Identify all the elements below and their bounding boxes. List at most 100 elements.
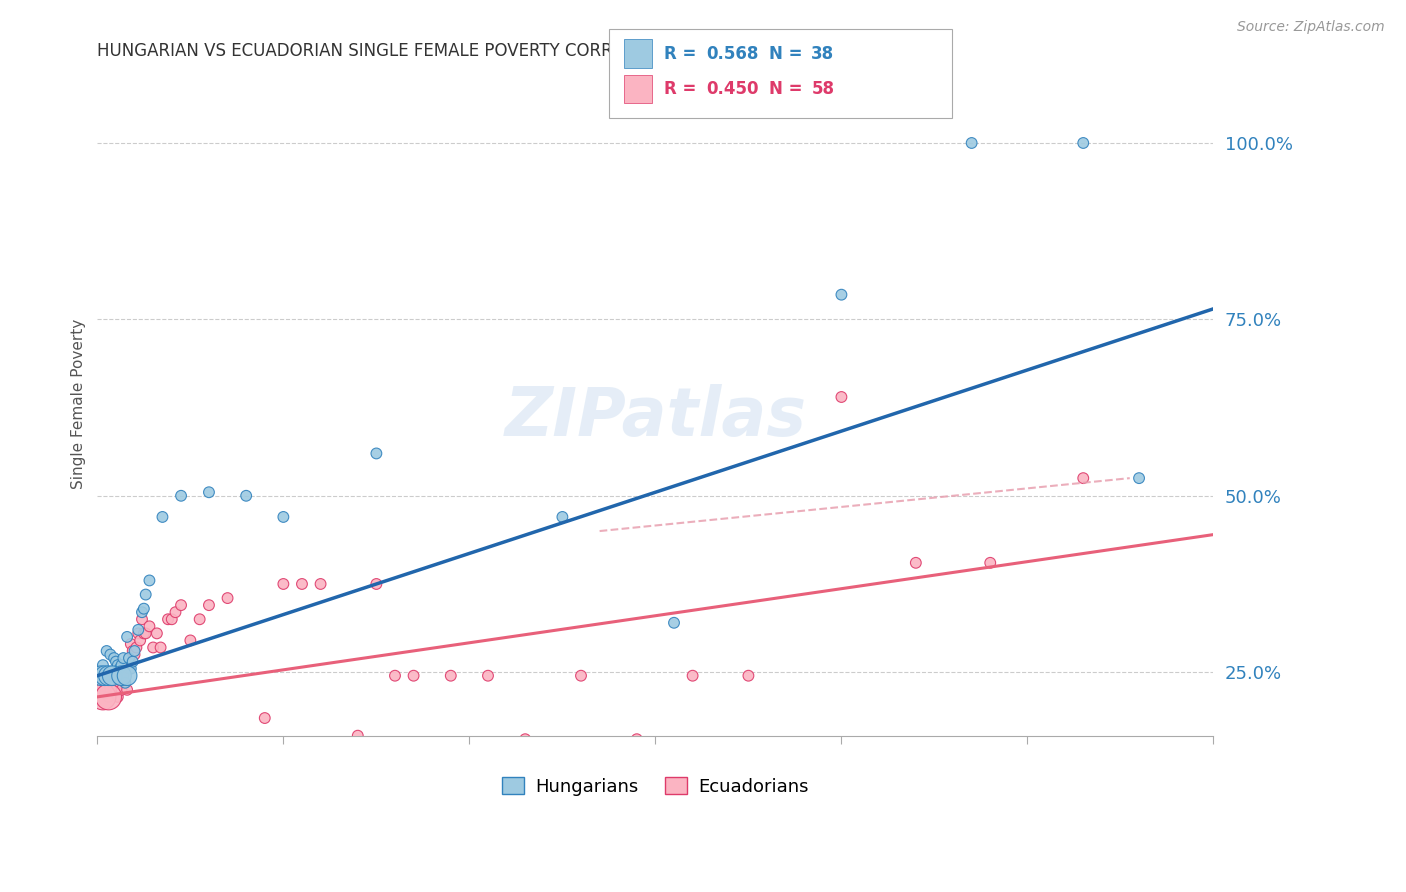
Point — [170, 598, 193, 612]
Point — [551, 510, 574, 524]
Point — [97, 690, 120, 704]
Point — [91, 690, 114, 704]
Point — [569, 669, 592, 683]
Point — [121, 655, 143, 669]
Point — [103, 669, 125, 683]
Point — [114, 675, 136, 690]
Legend: Hungarians, Ecuadorians: Hungarians, Ecuadorians — [495, 770, 815, 803]
Point — [179, 633, 201, 648]
Text: N =: N = — [769, 45, 808, 62]
Point — [112, 669, 135, 683]
Point — [198, 598, 221, 612]
Point — [188, 612, 211, 626]
Point — [402, 669, 425, 683]
Point — [115, 682, 138, 697]
Point — [127, 626, 149, 640]
Y-axis label: Single Female Poverty: Single Female Poverty — [72, 319, 86, 489]
Text: 38: 38 — [811, 45, 834, 62]
Point — [132, 626, 155, 640]
Point — [90, 679, 112, 693]
Point — [979, 556, 1001, 570]
Point — [152, 510, 174, 524]
Point — [125, 640, 148, 655]
Point — [135, 588, 157, 602]
Point — [131, 612, 153, 626]
Point — [112, 651, 135, 665]
Point — [91, 669, 114, 683]
Point — [217, 591, 239, 606]
Point — [103, 651, 125, 665]
Point — [146, 626, 169, 640]
Point — [90, 669, 112, 683]
Point — [110, 682, 132, 697]
Point — [115, 630, 138, 644]
Point — [1071, 136, 1094, 150]
Point — [830, 390, 852, 404]
Text: R =: R = — [664, 80, 702, 98]
Point — [124, 644, 146, 658]
Text: N =: N = — [769, 80, 808, 98]
Point — [346, 729, 368, 743]
Text: R =: R = — [664, 45, 702, 62]
Point — [118, 662, 141, 676]
Point — [160, 612, 183, 626]
Point — [149, 640, 172, 655]
Point — [165, 605, 187, 619]
Point — [97, 690, 120, 704]
Point — [157, 612, 180, 626]
Point — [440, 669, 463, 683]
Point — [118, 651, 141, 665]
Point — [477, 669, 499, 683]
Point — [108, 675, 131, 690]
Point — [960, 136, 983, 150]
Point — [110, 658, 132, 673]
Point — [291, 577, 314, 591]
Point — [138, 574, 160, 588]
Text: HUNGARIAN VS ECUADORIAN SINGLE FEMALE POVERTY CORRELATION CHART: HUNGARIAN VS ECUADORIAN SINGLE FEMALE PO… — [97, 42, 745, 60]
Text: 0.450: 0.450 — [706, 80, 758, 98]
Point — [170, 489, 193, 503]
Point — [135, 626, 157, 640]
Point — [94, 669, 117, 683]
Point — [101, 675, 124, 690]
Point — [737, 669, 759, 683]
Point — [120, 662, 142, 676]
Point — [830, 287, 852, 301]
Point — [366, 577, 388, 591]
Point — [91, 658, 114, 673]
Point — [309, 577, 332, 591]
Point — [138, 619, 160, 633]
Point — [96, 675, 118, 690]
Point — [384, 669, 406, 683]
Point — [142, 640, 165, 655]
Point — [121, 644, 143, 658]
Point — [273, 577, 295, 591]
Point — [110, 669, 132, 683]
Point — [101, 669, 124, 683]
Point — [273, 510, 295, 524]
Point — [662, 615, 685, 630]
Point — [104, 655, 127, 669]
Point — [107, 658, 129, 673]
Point — [100, 682, 122, 697]
Point — [97, 669, 120, 683]
Point — [104, 682, 127, 697]
Point — [366, 446, 388, 460]
Point — [1128, 471, 1150, 485]
Point — [100, 648, 122, 662]
Text: Source: ZipAtlas.com: Source: ZipAtlas.com — [1237, 20, 1385, 34]
Point — [120, 637, 142, 651]
Text: 0.568: 0.568 — [706, 45, 758, 62]
Point — [235, 489, 257, 503]
Point — [96, 644, 118, 658]
Point — [94, 686, 117, 700]
Point — [124, 648, 146, 662]
Point — [129, 633, 152, 648]
Point — [132, 601, 155, 615]
Point — [115, 669, 138, 683]
Point — [127, 623, 149, 637]
Point — [904, 556, 927, 570]
Point — [1071, 471, 1094, 485]
Point — [108, 662, 131, 676]
Point — [114, 675, 136, 690]
